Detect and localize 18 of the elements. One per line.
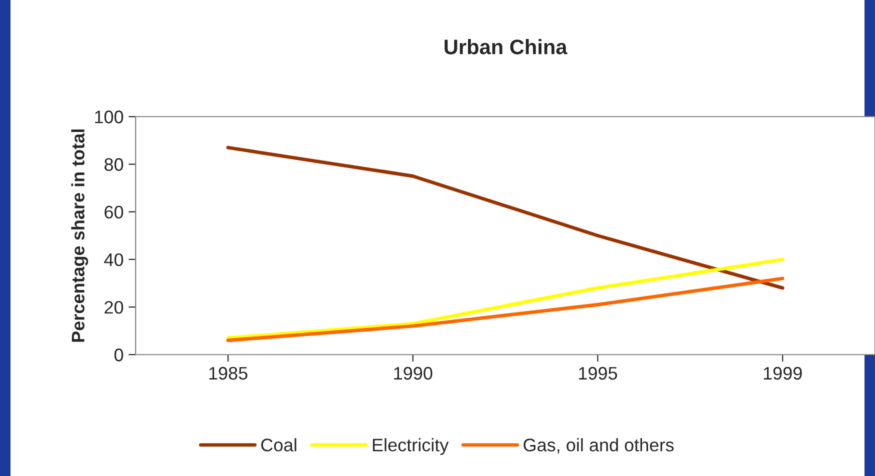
- y-tick-label: 80: [104, 158, 124, 171]
- line-series: [226, 258, 784, 340]
- y-tick-label: 40: [104, 253, 124, 266]
- y-axis-title: Percentage share in total: [71, 130, 88, 342]
- x-tick-label: 1990: [394, 366, 432, 380]
- y-tick-label: 20: [104, 300, 124, 314]
- line-series: [226, 146, 784, 290]
- legend-label: Gas, oil and others: [524, 438, 674, 454]
- line-series: [226, 276, 784, 342]
- legend-label: Electricity: [372, 438, 449, 455]
- chart-title: Urban China: [444, 39, 568, 54]
- y-tick-label: 60: [104, 206, 124, 219]
- x-tick-label: 1995: [579, 366, 618, 380]
- x-tick-label: 1985: [209, 366, 248, 380]
- y-tick-label: 100: [95, 110, 124, 124]
- legend-label: Coal: [261, 438, 296, 452]
- y-tick-label: 0: [114, 348, 124, 362]
- x-tick-label: 1999: [764, 366, 802, 380]
